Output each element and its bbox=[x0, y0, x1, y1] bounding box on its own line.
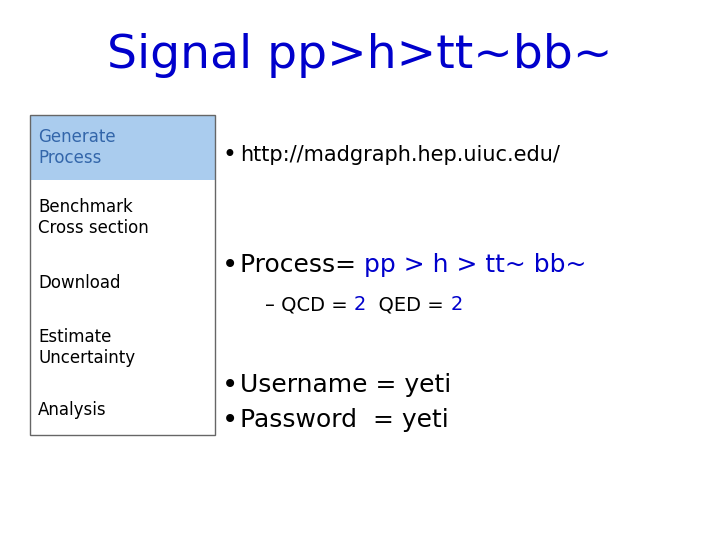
Text: – QCD =: – QCD = bbox=[265, 295, 354, 314]
Bar bbox=[30, 115, 215, 435]
Text: Password  = yeti: Password = yeti bbox=[240, 408, 449, 432]
Text: Generate
Process: Generate Process bbox=[38, 128, 116, 167]
Text: •: • bbox=[222, 406, 238, 434]
Text: Estimate
Uncertainty: Estimate Uncertainty bbox=[38, 328, 135, 367]
Bar bbox=[30, 310, 215, 385]
Bar bbox=[30, 115, 215, 180]
Text: 2: 2 bbox=[451, 295, 463, 314]
Text: Analysis: Analysis bbox=[38, 401, 107, 419]
Text: Download: Download bbox=[38, 273, 120, 292]
Text: Signal pp>h>tt~bb~: Signal pp>h>tt~bb~ bbox=[107, 32, 613, 78]
Text: 2: 2 bbox=[354, 295, 366, 314]
Bar bbox=[30, 385, 215, 435]
Text: •: • bbox=[222, 371, 238, 399]
Text: Username = yeti: Username = yeti bbox=[240, 373, 451, 397]
Bar bbox=[30, 255, 215, 310]
Text: Process=: Process= bbox=[240, 253, 364, 277]
Text: http://madgraph.hep.uiuc.edu/: http://madgraph.hep.uiuc.edu/ bbox=[240, 145, 560, 165]
Text: pp > h > tt~ bb~: pp > h > tt~ bb~ bbox=[364, 253, 586, 277]
Text: •: • bbox=[222, 251, 238, 279]
Text: QED =: QED = bbox=[366, 295, 451, 314]
Bar bbox=[30, 180, 215, 255]
Text: •: • bbox=[222, 143, 236, 167]
Text: Benchmark
Cross section: Benchmark Cross section bbox=[38, 198, 149, 237]
